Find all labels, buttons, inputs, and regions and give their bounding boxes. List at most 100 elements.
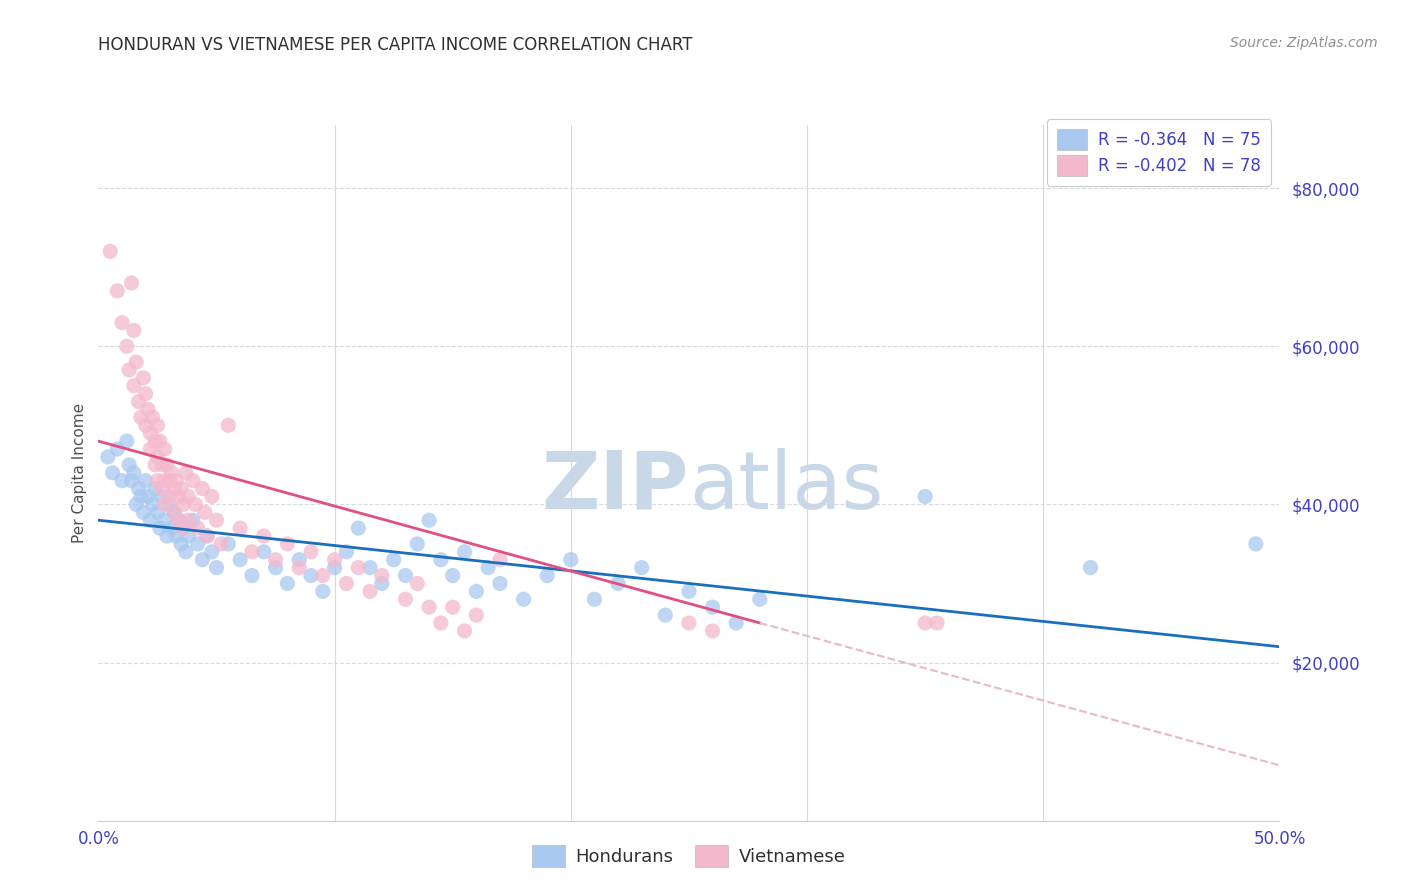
Point [276, 537, 298, 551]
Point [347, 560, 370, 574]
Point [139, 513, 162, 527]
Point [181, 513, 204, 527]
Point [359, 584, 381, 599]
Point [135, 474, 157, 488]
Point [264, 560, 287, 574]
Point [195, 529, 218, 543]
Point [406, 576, 429, 591]
Point [115, 434, 138, 449]
Point [118, 363, 141, 377]
Point [174, 466, 197, 480]
Point [136, 490, 159, 504]
Point [172, 521, 194, 535]
Point [335, 545, 357, 559]
Point [157, 474, 180, 488]
Point [914, 490, 936, 504]
Point [430, 552, 453, 567]
Point [205, 560, 228, 574]
Point [184, 497, 207, 511]
Y-axis label: Per Capita Income: Per Capita Income [72, 402, 87, 543]
Text: atlas: atlas [689, 448, 883, 525]
Point [195, 529, 218, 543]
Point [371, 568, 394, 582]
Point [678, 615, 700, 630]
Point [146, 450, 169, 464]
Point [153, 497, 176, 511]
Point [240, 545, 263, 559]
Point [143, 482, 166, 496]
Point [129, 490, 152, 504]
Point [163, 505, 186, 519]
Point [914, 615, 936, 630]
Point [312, 568, 335, 582]
Legend: Hondurans, Vietnamese: Hondurans, Vietnamese [524, 838, 853, 874]
Point [201, 490, 224, 504]
Point [135, 418, 157, 433]
Point [136, 402, 159, 417]
Point [702, 624, 724, 638]
Point [477, 560, 499, 574]
Point [630, 560, 652, 574]
Point [1080, 560, 1102, 574]
Point [150, 490, 173, 504]
Point [170, 537, 193, 551]
Point [299, 545, 322, 559]
Point [335, 576, 357, 591]
Point [167, 513, 190, 527]
Point [191, 552, 214, 567]
Point [607, 576, 630, 591]
Point [115, 339, 138, 353]
Point [118, 458, 141, 472]
Point [240, 568, 263, 582]
Point [150, 458, 173, 472]
Point [347, 521, 370, 535]
Point [156, 458, 179, 472]
Point [441, 568, 464, 582]
Point [312, 584, 335, 599]
Point [253, 529, 276, 543]
Point [229, 521, 252, 535]
Text: HONDURAN VS VIETNAMESE PER CAPITA INCOME CORRELATION CHART: HONDURAN VS VIETNAMESE PER CAPITA INCOME… [98, 36, 693, 54]
Point [209, 537, 232, 551]
Point [101, 466, 124, 480]
Point [165, 529, 187, 543]
Point [177, 513, 200, 527]
Point [371, 576, 394, 591]
Legend: R = -0.364   N = 75, R = -0.402   N = 78: R = -0.364 N = 75, R = -0.402 N = 78 [1046, 120, 1271, 186]
Point [489, 552, 512, 567]
Point [512, 592, 534, 607]
Text: Source: ZipAtlas.com: Source: ZipAtlas.com [1230, 36, 1378, 50]
Point [153, 474, 176, 488]
Point [111, 316, 134, 330]
Point [105, 442, 128, 456]
Point [156, 529, 179, 543]
Point [143, 458, 166, 472]
Point [1244, 537, 1267, 551]
Point [217, 418, 239, 433]
Point [172, 497, 194, 511]
Point [135, 386, 157, 401]
Point [359, 560, 381, 574]
Point [299, 568, 322, 582]
Point [149, 521, 172, 535]
Point [153, 513, 176, 527]
Point [163, 482, 186, 496]
Point [139, 426, 162, 441]
Point [253, 545, 276, 559]
Point [406, 537, 429, 551]
Point [194, 505, 217, 519]
Point [702, 600, 724, 615]
Point [288, 552, 311, 567]
Point [205, 513, 228, 527]
Point [177, 529, 200, 543]
Point [418, 513, 440, 527]
Point [441, 600, 464, 615]
Point [132, 505, 155, 519]
Point [121, 474, 143, 488]
Point [654, 608, 676, 623]
Point [394, 568, 416, 582]
Point [111, 474, 134, 488]
Point [160, 521, 183, 535]
Point [150, 482, 173, 496]
Point [201, 545, 224, 559]
